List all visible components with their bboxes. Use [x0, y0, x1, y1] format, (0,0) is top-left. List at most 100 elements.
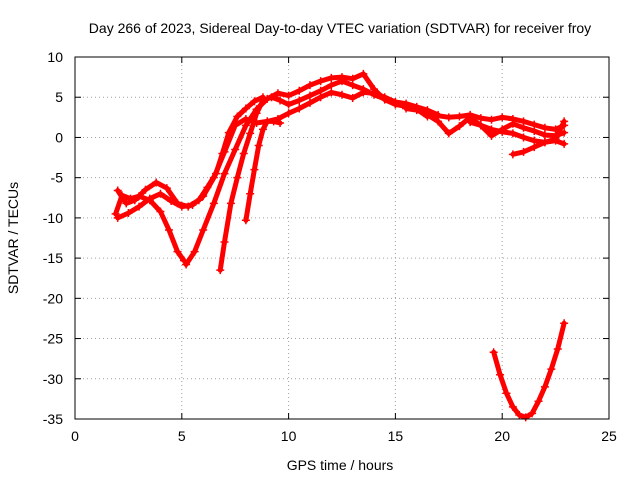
data-point: [233, 112, 242, 121]
x-tick-label: 25: [601, 428, 617, 444]
data-point: [284, 100, 293, 109]
data-point: [508, 150, 517, 159]
data-point: [305, 91, 314, 100]
y-tick-label: 5: [55, 89, 63, 105]
data-point: [455, 122, 464, 131]
data-point: [254, 141, 263, 150]
data-point: [276, 118, 285, 127]
data-point: [246, 189, 255, 198]
data-point: [455, 112, 464, 121]
chart-title: Day 266 of 2023, Sidereal Day-to-day VTE…: [89, 20, 591, 36]
data-point: [135, 202, 144, 211]
data-point: [380, 94, 389, 103]
data-point: [122, 199, 131, 208]
data-point: [540, 131, 549, 140]
y-tick-label: 10: [47, 49, 63, 65]
data-point: [359, 85, 368, 94]
data-point: [209, 199, 218, 208]
data-point: [412, 106, 421, 115]
x-tick-label: 10: [281, 428, 297, 444]
data-point: [267, 93, 276, 102]
data-point: [423, 109, 432, 118]
series-layer: [111, 69, 569, 422]
data-point: [177, 202, 186, 211]
data-point: [370, 90, 379, 99]
data-point: [250, 165, 259, 174]
data-point: [295, 96, 304, 105]
data-point: [515, 410, 524, 419]
x-tick-label: 5: [178, 428, 186, 444]
data-point: [141, 185, 150, 194]
data-point: [534, 397, 543, 406]
data-point: [284, 109, 293, 118]
tick-layer: 0 5 10 15 20 25 10 5 0 -5 -10 -15 -20 -25 -30 -35: [43, 49, 617, 444]
data-point: [164, 225, 173, 234]
data-point: [130, 196, 139, 205]
data-point: [241, 216, 250, 225]
x-axis-label: GPS time / hours: [287, 457, 394, 473]
data-point: [156, 189, 165, 198]
data-point: [348, 81, 357, 90]
data-point: [530, 143, 539, 152]
data-point: [113, 186, 122, 195]
data-point: [487, 125, 496, 134]
data-point: [327, 81, 336, 90]
y-axis-label: SDTVAR / TECUs: [5, 182, 21, 294]
data-point: [327, 88, 336, 97]
data-point: [284, 91, 293, 100]
data-point: [547, 365, 556, 374]
data-point: [508, 402, 517, 411]
data-point: [250, 97, 259, 106]
data-point: [316, 77, 325, 86]
data-point: [560, 319, 569, 328]
data-point: [316, 86, 325, 95]
data-point: [305, 98, 314, 107]
data-point: [540, 123, 549, 132]
data-point: [188, 201, 197, 210]
data-point: [359, 69, 368, 78]
data-point: [327, 73, 336, 82]
data-point: [508, 129, 517, 138]
data-point: [162, 184, 171, 193]
data-point: [276, 96, 285, 105]
series-track-g: [402, 104, 569, 134]
data-point: [521, 413, 530, 422]
data-point: [258, 96, 267, 105]
series-track-f: [241, 117, 285, 225]
data-point: [444, 113, 453, 122]
data-point: [246, 129, 255, 138]
data-point: [402, 104, 411, 113]
data-point: [190, 247, 199, 256]
data-point: [226, 199, 235, 208]
data-point: [444, 129, 453, 138]
data-point: [551, 135, 560, 144]
data-point: [258, 125, 267, 134]
data-point: [498, 127, 507, 136]
data-point: [182, 260, 191, 269]
x-tick-label: 0: [71, 428, 79, 444]
y-tick-label: -20: [43, 290, 63, 306]
data-point: [295, 86, 304, 95]
data-point: [348, 94, 357, 103]
data-point: [305, 81, 314, 90]
data-point: [152, 178, 161, 187]
data-point: [489, 348, 498, 357]
data-point: [466, 118, 475, 127]
data-point: [487, 115, 496, 124]
data-point: [519, 147, 528, 156]
data-point: [519, 117, 528, 126]
y-tick-label: -35: [43, 411, 63, 427]
data-point: [560, 139, 569, 148]
series-track-j: [489, 319, 569, 422]
data-point: [295, 104, 304, 113]
data-point: [233, 173, 242, 182]
data-point: [111, 209, 120, 218]
data-point: [124, 209, 133, 218]
data-point: [338, 77, 346, 86]
x-tick-label: 15: [388, 428, 404, 444]
data-point: [476, 114, 485, 123]
data-point: [156, 207, 165, 216]
data-point: [338, 90, 346, 99]
data-point: [199, 192, 208, 201]
